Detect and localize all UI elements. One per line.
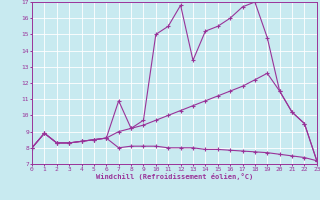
X-axis label: Windchill (Refroidissement éolien,°C): Windchill (Refroidissement éolien,°C) [96,173,253,180]
